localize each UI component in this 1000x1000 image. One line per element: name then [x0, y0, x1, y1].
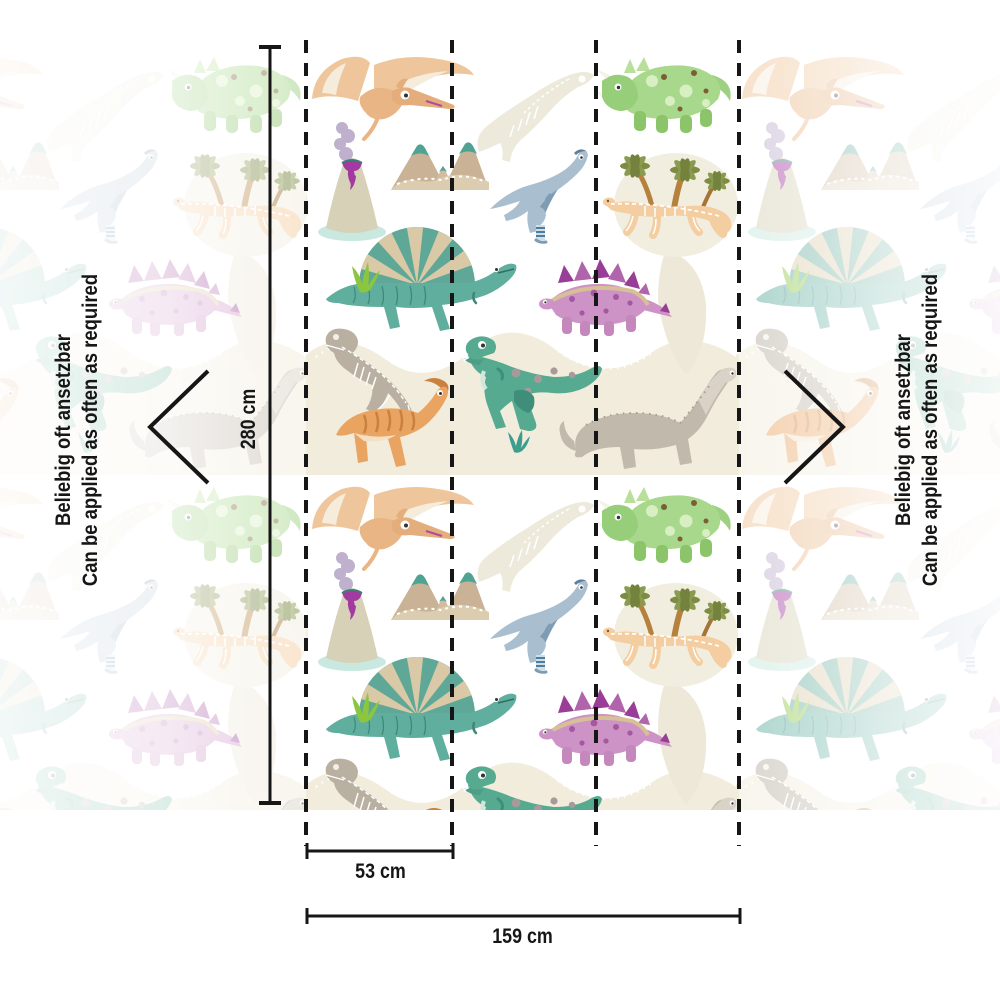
total-width-dimension-line	[305, 908, 742, 924]
right-fade-overlay	[739, 45, 1000, 810]
dimension-annotations	[147, 40, 846, 924]
side-note-english: Can be applied as often as required	[919, 273, 942, 587]
pattern-tile	[306, 57, 739, 475]
height-dimension-label: 280 cm	[237, 388, 260, 450]
panel-width-dimension-label: 53 cm	[355, 860, 406, 883]
height-dimension-line	[259, 45, 281, 805]
side-note-german: Beliebig oft ansetzbar	[892, 333, 915, 527]
side-note-german: Beliebig oft ansetzbar	[52, 333, 75, 527]
side-note-right: Beliebig oft ansetzbar Can be applied as…	[890, 236, 944, 623]
wallpaper-pattern	[0, 45, 1000, 905]
panel-width-dimension-line	[305, 843, 455, 859]
side-note-english: Can be applied as often as required	[79, 273, 102, 587]
chevron-left-icon	[147, 369, 210, 485]
chevron-right-icon	[783, 369, 846, 485]
total-width-dimension-label: 159 cm	[492, 925, 553, 948]
pattern-tile	[306, 487, 739, 905]
side-note-left: Beliebig oft ansetzbar Can be applied as…	[50, 236, 104, 623]
